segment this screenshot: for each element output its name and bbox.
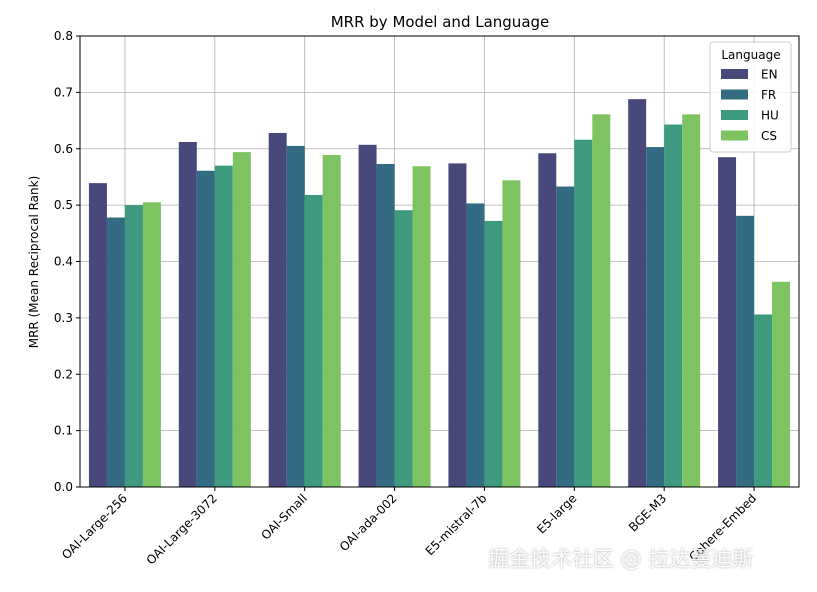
bar-en [538,153,557,487]
legend-swatch-hu [721,110,748,120]
x-tick-label: OAI-Large-3072 [144,491,220,567]
y-tick-label: 0.5 [54,198,73,212]
bar-cs [412,166,431,487]
bar-hu [574,139,593,488]
bar-hu [754,314,773,487]
legend-swatch-cs [721,130,748,141]
chart-title: MRR by Model and Language [331,13,550,31]
y-tick-label: 0.8 [54,29,73,43]
bar-en [628,99,647,487]
y-tick-label: 0.0 [54,480,73,494]
y-tick-label: 0.3 [54,311,73,325]
y-tick-label: 0.7 [54,85,73,99]
bar-cs [682,114,701,487]
bar-cs [772,281,791,487]
y-tick-label: 0.4 [54,255,73,269]
legend-label-en: EN [761,68,778,82]
bar-hu [484,220,503,487]
bar-cs [502,180,521,487]
bar-en [448,163,467,487]
bar-fr [286,145,305,487]
legend-label-cs: CS [761,129,777,143]
bar-fr [196,170,215,487]
bar-en [358,144,377,487]
bar-hu [304,194,323,488]
bar-cs [232,152,251,487]
bar-en [88,183,107,488]
x-tick-label: OAI-ada-002 [337,491,400,554]
x-tick-label: OAI-Large-256 [59,491,130,562]
bar-hu [664,124,683,487]
y-tick-label: 0.1 [54,424,73,438]
legend-label-fr: FR [761,88,776,102]
bar-cs [322,154,341,488]
bar-fr [646,147,665,487]
bar-hu [394,210,413,488]
x-tick-label: E5-mistral-7b [423,491,490,558]
legend-swatch-fr [721,89,748,100]
x-tick-label: OAI-Small [258,491,309,542]
bar-fr [556,186,575,488]
bar-cs [592,114,611,487]
bar-hu [214,165,233,487]
bar-fr [376,163,395,487]
bar-hu [124,205,143,487]
x-tick-label: E5-large [534,491,579,536]
bar-cs [142,202,161,487]
y-axis-ticks: 0.0 0.1 0.2 0.3 0.4 0.5 0.6 0.7 0.8 [54,29,80,494]
bar-fr [106,217,125,487]
bar-fr [466,203,485,487]
watermark-text: 掘金技术社区 @ 拉达曼迪斯 [488,547,754,571]
bar-en [178,141,197,488]
legend: Language EN FR HU CS [709,41,792,153]
legend-swatch-en [721,69,748,79]
x-tick-label: BGE-M3 [626,491,669,534]
y-tick-label: 0.6 [54,142,73,156]
bar-fr [736,215,755,487]
y-tick-label: 0.2 [54,367,73,381]
bar-en [718,157,737,488]
bars [88,99,791,488]
legend-title: Language [721,48,780,62]
y-axis-label: MRR (Mean Reciprocal Rank) [27,176,41,349]
legend-label-hu: HU [761,109,779,123]
bar-en [268,132,287,487]
